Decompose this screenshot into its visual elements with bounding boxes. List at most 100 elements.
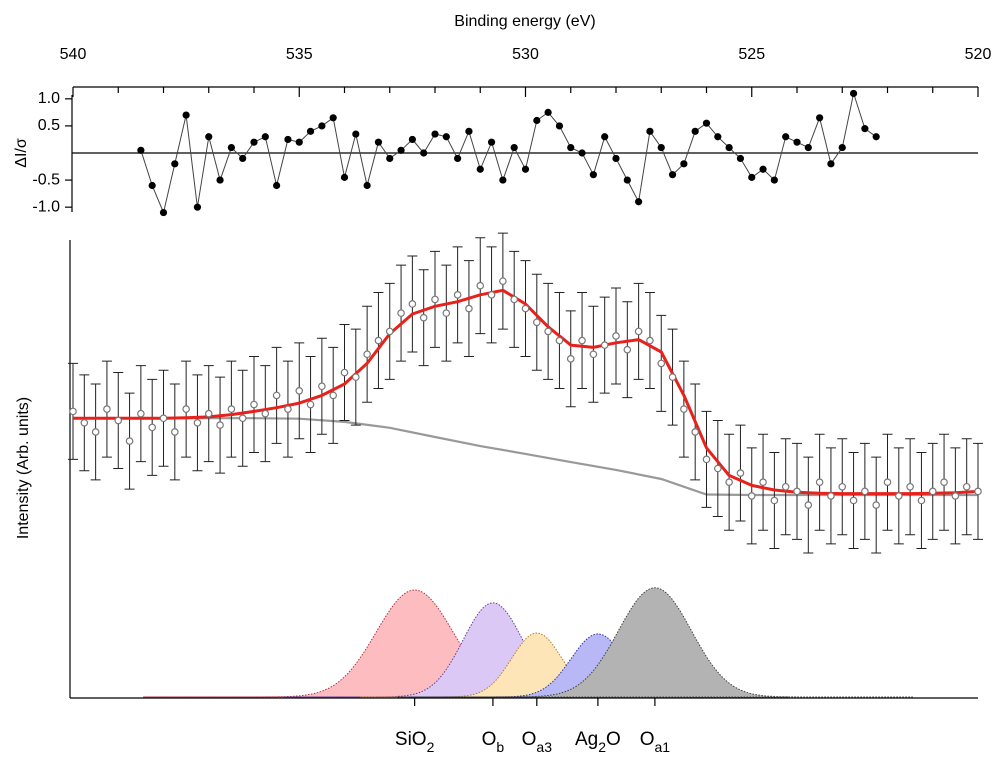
data-point xyxy=(261,409,270,418)
data-point xyxy=(352,373,360,381)
data-point xyxy=(872,501,880,509)
residual-point xyxy=(329,114,337,122)
component-label: Ob xyxy=(482,729,505,753)
residual-point xyxy=(793,138,801,146)
residual-point xyxy=(872,133,880,141)
data-point xyxy=(318,382,326,391)
data-point xyxy=(634,327,643,336)
residual-point xyxy=(725,143,733,152)
data-point xyxy=(962,482,971,491)
residual-point xyxy=(555,122,564,130)
data-point xyxy=(114,416,123,425)
x-tick-label: 540 xyxy=(60,46,87,63)
data-point xyxy=(363,350,371,359)
data-point xyxy=(272,391,281,400)
component-label-part: 2 xyxy=(598,739,606,753)
residual-y-tick-label: -1.0 xyxy=(32,198,60,215)
data-point xyxy=(906,482,914,491)
data-point xyxy=(171,428,179,436)
data-point xyxy=(883,478,892,487)
data-point xyxy=(668,373,677,381)
data-point xyxy=(928,487,937,496)
residual-point xyxy=(748,173,756,181)
residual-point xyxy=(239,154,247,163)
residual-point xyxy=(668,171,677,179)
residual-point xyxy=(567,143,575,152)
residual-point xyxy=(510,143,518,152)
residual-point xyxy=(759,165,767,173)
component-label-part: Ag xyxy=(575,729,598,750)
data-point xyxy=(714,464,722,473)
residual-point xyxy=(861,125,869,133)
data-point xyxy=(227,405,236,413)
data-point xyxy=(566,355,575,363)
x-tick-label: 520 xyxy=(965,46,992,63)
fit-line xyxy=(73,288,979,496)
x-tick-label: 535 xyxy=(286,46,313,63)
data-point xyxy=(91,428,100,436)
data-point xyxy=(702,455,711,464)
data-point xyxy=(69,407,77,416)
x-tick-label: 530 xyxy=(512,46,539,63)
data-point xyxy=(804,501,813,509)
residual-point xyxy=(374,138,383,146)
data-point xyxy=(736,469,745,477)
component-label-part: O xyxy=(606,729,621,750)
data-point xyxy=(216,421,224,429)
data-point xyxy=(951,492,960,500)
data-point xyxy=(148,423,156,432)
residual-y-tick-label: 1.0 xyxy=(38,90,60,107)
residual-point xyxy=(182,111,190,119)
residual-point xyxy=(284,135,292,144)
data-point xyxy=(374,336,383,345)
residual-point xyxy=(386,154,394,163)
component-peak xyxy=(397,587,913,698)
data-point xyxy=(329,391,337,400)
residual-point xyxy=(306,127,315,135)
component-label: Ag2O xyxy=(575,729,621,753)
residual-point xyxy=(838,143,846,152)
residual-point xyxy=(623,176,631,184)
data-point xyxy=(250,400,258,409)
data-point xyxy=(431,295,439,304)
data-point xyxy=(940,478,948,487)
data-point xyxy=(442,309,451,317)
residual-point xyxy=(250,138,258,146)
data-point xyxy=(770,496,779,505)
data-point xyxy=(974,487,982,496)
residual-point xyxy=(849,89,858,98)
data-point xyxy=(849,496,858,505)
data-point xyxy=(612,332,620,340)
data-point xyxy=(419,313,428,322)
residual-point xyxy=(216,176,224,184)
residual-point xyxy=(646,127,654,135)
data-point xyxy=(747,492,756,500)
data-point xyxy=(385,327,394,336)
residual-point xyxy=(454,154,462,163)
data-point xyxy=(137,409,145,418)
data-point xyxy=(589,350,598,359)
residual-point xyxy=(465,127,473,135)
residual-y-tick-label: -0.5 xyxy=(32,171,60,188)
data-point xyxy=(499,277,507,285)
data-point xyxy=(544,327,552,336)
data-point xyxy=(125,437,134,445)
data-point xyxy=(80,418,89,427)
data-point xyxy=(781,482,790,491)
residual-point xyxy=(273,181,281,190)
residual-point xyxy=(736,154,745,163)
data-point xyxy=(680,405,688,413)
data-point xyxy=(510,295,518,304)
residual-point xyxy=(431,130,439,138)
intensity-y-title: Intensity (Arb. units) xyxy=(15,397,32,539)
data-point xyxy=(838,482,847,491)
component-label-part: 2 xyxy=(427,739,435,753)
residual-point xyxy=(363,181,371,190)
data-point xyxy=(408,300,417,308)
residual-point xyxy=(487,138,496,146)
residual-point xyxy=(261,133,269,141)
data-point xyxy=(759,478,767,487)
data-point xyxy=(646,336,654,345)
residual-point xyxy=(521,165,530,173)
